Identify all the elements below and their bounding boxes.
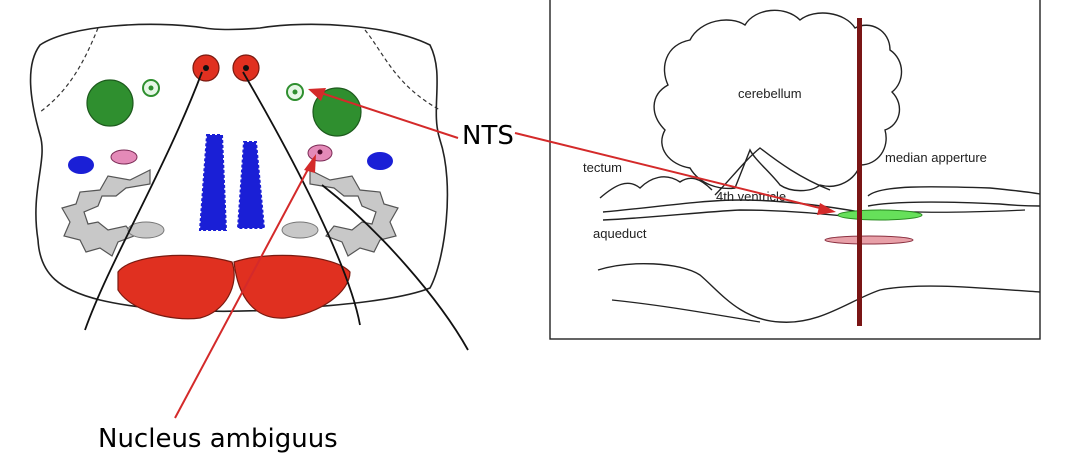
brainstem-bottom-contour	[597, 263, 1041, 323]
tectum-label: tectum	[583, 160, 622, 175]
fiber-line-right	[242, 71, 361, 326]
fourth-ventricle-label: 4th ventricle	[716, 189, 786, 204]
sagittal-schematic: cerebellum tectum median apperture 4th v…	[549, 0, 1041, 340]
nucleus-ambiguus-arrow-shaft	[174, 157, 315, 419]
small-green-nucleus-left-dot	[148, 85, 154, 91]
blue-nucleus-left	[68, 156, 94, 174]
aqueduct-label: aqueduct	[593, 226, 647, 241]
basal-red-mass-right	[233, 254, 351, 319]
olive-blob-left	[127, 221, 165, 239]
median-aperture-channel	[867, 186, 1041, 197]
large-green-nucleus-right	[312, 87, 362, 137]
nts-label: NTS	[462, 121, 514, 151]
fiber-line-far-right	[321, 184, 469, 351]
pyramid-right	[236, 141, 266, 229]
tectum-outline	[599, 176, 713, 199]
olive-blob-right	[281, 221, 319, 239]
median-aperture-channel-lower	[867, 201, 1041, 207]
recording-probe	[857, 18, 862, 326]
cerebellum-outline	[653, 9, 903, 192]
pyramid-left	[198, 134, 228, 231]
dorsal-nucleus-right-center	[243, 65, 249, 71]
cerebellum-label: cerebellum	[738, 86, 802, 101]
brainstem-cross-section	[29, 23, 469, 351]
nts-arrow-right-shaft	[514, 132, 833, 212]
nucleus-ambiguus-right-dot	[317, 149, 323, 155]
annotation-arrows	[174, 88, 836, 419]
inferior-olive-right	[309, 169, 399, 257]
basal-red-mass-left	[117, 254, 235, 320]
nts-arrow-left-head	[308, 88, 326, 101]
dashed-boundary-right	[364, 29, 441, 111]
nts-arrow-right-head	[817, 203, 836, 215]
nts-arrow-left-shaft	[311, 89, 459, 139]
dorsal-nucleus-left-center	[203, 65, 209, 71]
dashed-boundary-left	[39, 27, 99, 113]
nts-slab	[837, 209, 923, 221]
nucleus-ambiguus-arrow-head	[304, 154, 316, 173]
nts-nucleus-right-dot	[292, 89, 298, 95]
blue-nucleus-right	[367, 152, 393, 170]
nucleus-ambiguus-slab	[824, 235, 914, 245]
nucleus-ambiguus-left	[110, 149, 138, 165]
brainstem-lower-contour	[611, 299, 761, 323]
ventricle-roof	[714, 147, 831, 196]
large-green-nucleus-left	[86, 79, 134, 127]
median-apperture-label: median apperture	[885, 150, 987, 165]
fiber-line-left	[84, 71, 203, 331]
nucleus-ambiguus-label: Nucleus ambiguus	[98, 424, 338, 454]
